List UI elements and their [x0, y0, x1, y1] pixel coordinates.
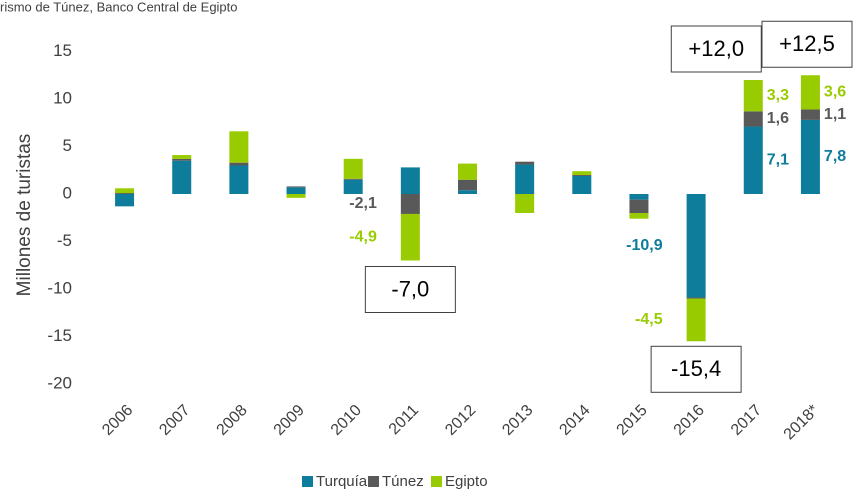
bar-segment	[172, 155, 192, 159]
bar-segment	[629, 199, 649, 213]
data-label: 1,1	[824, 106, 846, 123]
x-tick-label: 2017	[728, 402, 765, 439]
total-box	[670, 25, 762, 73]
x-tick-label: 2009	[271, 402, 308, 439]
bar-segment	[286, 186, 306, 188]
legend-label: Túnez	[382, 473, 424, 490]
data-label: 3,6	[824, 84, 846, 101]
chart-subtitle: rismo de Túnez, Banco Central de Egipto	[0, 0, 238, 14]
bar-segment	[172, 158, 192, 161]
bar-segment	[743, 126, 763, 194]
x-tick-label: 2007	[156, 402, 193, 439]
legend-label: Egipto	[445, 473, 488, 490]
legend-swatch	[431, 476, 442, 487]
data-label: 3,3	[767, 87, 789, 104]
bar-segment	[743, 111, 763, 127]
bar-segment	[172, 160, 192, 194]
total-box	[761, 20, 853, 68]
bar-segment	[743, 80, 763, 112]
y-tick-label: -10	[47, 278, 72, 297]
bar-segment	[515, 161, 535, 165]
y-tick-label: -5	[57, 231, 72, 250]
x-tick-label: 2011	[386, 402, 422, 438]
x-tick-label: 2016	[671, 402, 708, 439]
bar-segment	[800, 109, 820, 120]
total-label: -7,0	[391, 276, 429, 301]
bar-segment	[343, 179, 363, 194]
bar-segment	[400, 167, 420, 194]
total-box	[650, 345, 742, 393]
bar-segment	[115, 193, 135, 194]
bar-segment	[229, 165, 249, 194]
bar-segment	[400, 213, 420, 261]
x-tick-label: 2018*	[781, 402, 823, 444]
legend-swatch	[368, 476, 379, 487]
bar-segment	[458, 179, 477, 191]
data-label: -2,1	[349, 195, 377, 212]
bar-segment	[115, 194, 135, 207]
total-label: +12,0	[688, 36, 744, 61]
x-tick-label: 2010	[328, 402, 365, 439]
y-tick-label: 10	[53, 88, 72, 107]
bar-segment	[458, 190, 477, 194]
y-tick-label: 0	[63, 183, 72, 202]
legend-swatch	[302, 476, 313, 487]
x-tick-label: 2012	[442, 402, 479, 439]
bar-segment	[458, 163, 477, 180]
total-label: +12,5	[779, 31, 835, 56]
bar-segment	[343, 178, 363, 180]
data-label: 7,8	[824, 148, 846, 165]
bar-segment	[286, 187, 306, 194]
y-axis-label: Millones de turistas	[14, 134, 35, 297]
bar-segment	[515, 194, 535, 213]
data-label: 1,6	[767, 110, 789, 127]
y-tick-label: -15	[47, 326, 72, 345]
total-label: -15,4	[671, 356, 721, 381]
bar-segment	[229, 131, 249, 163]
total-box	[364, 266, 456, 313]
data-label: -4,9	[349, 228, 377, 245]
bar-segment	[572, 171, 592, 175]
x-tick-label: 2015	[614, 402, 651, 439]
bar-segment	[686, 298, 706, 342]
bar-segment	[515, 164, 535, 194]
bar-segment	[286, 194, 306, 198]
bar-segment	[572, 175, 592, 194]
data-label: -10,9	[626, 237, 663, 254]
x-tick-label: 2008	[214, 402, 251, 439]
x-tick-label: 2014	[556, 402, 593, 439]
bar-segment	[629, 194, 649, 200]
y-tick-label: 5	[63, 136, 72, 155]
bar-segment	[686, 297, 706, 299]
data-label: -4,5	[635, 311, 663, 328]
data-label: 7,1	[767, 151, 789, 168]
x-tick-label: 2006	[99, 402, 136, 439]
y-tick-label: -20	[47, 373, 72, 392]
bar-segment	[400, 194, 420, 214]
bar-segment	[629, 213, 649, 219]
bar-segment	[115, 188, 135, 194]
bar-segment	[800, 75, 820, 110]
bar-segment	[229, 162, 249, 166]
bar-segment	[686, 194, 706, 298]
y-tick-label: 15	[53, 41, 72, 60]
legend-label: Turquía	[316, 473, 368, 490]
bar-segment	[343, 158, 363, 179]
bar-segment	[800, 119, 820, 194]
x-tick-label: 2013	[499, 402, 536, 439]
bar-segment	[572, 175, 592, 176]
